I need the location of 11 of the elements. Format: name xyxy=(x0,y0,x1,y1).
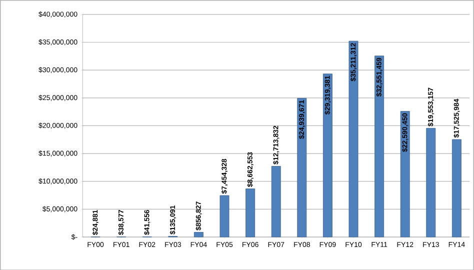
bar xyxy=(194,232,204,237)
bar xyxy=(246,188,256,237)
bar xyxy=(297,98,307,237)
bar xyxy=(374,55,384,237)
bar xyxy=(452,139,462,237)
bar xyxy=(271,166,281,237)
bar xyxy=(220,195,230,237)
bar xyxy=(348,40,358,237)
bar xyxy=(426,128,436,237)
bar xyxy=(400,110,410,237)
bar xyxy=(322,73,332,237)
